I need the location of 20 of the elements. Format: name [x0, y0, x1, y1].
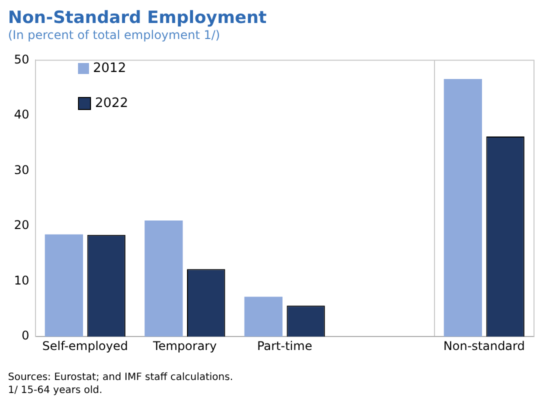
y-tick-label: 20 [14, 218, 30, 232]
y-tick-label: 0 [22, 328, 30, 343]
x-tick-label: Self-employed [42, 338, 128, 353]
x-tick-label: Part-time [257, 338, 312, 353]
legend-label: 2012 [93, 61, 126, 76]
chart-subtitle: (In percent of total employment 1/) [8, 28, 222, 43]
source-note: Sources: Eurostat; and IMF staff calculations. [8, 371, 234, 384]
y-tick-label: 40 [14, 108, 30, 122]
legend-label: 2022 [95, 96, 128, 111]
y-tick-label: 30 [14, 162, 30, 177]
y-tick-label: 50 [14, 52, 30, 66]
x-tick-label: Temporary [152, 338, 217, 353]
bar [144, 220, 183, 337]
bar [44, 234, 84, 337]
x-tick-label: Non-standard [443, 338, 525, 353]
bar [244, 296, 283, 337]
bar [444, 78, 482, 337]
chart-title: Non-Standard Employment [8, 8, 268, 28]
y-tick-label: 10 [14, 273, 30, 288]
text: 1/ 15-64 years old. [8, 384, 104, 397]
